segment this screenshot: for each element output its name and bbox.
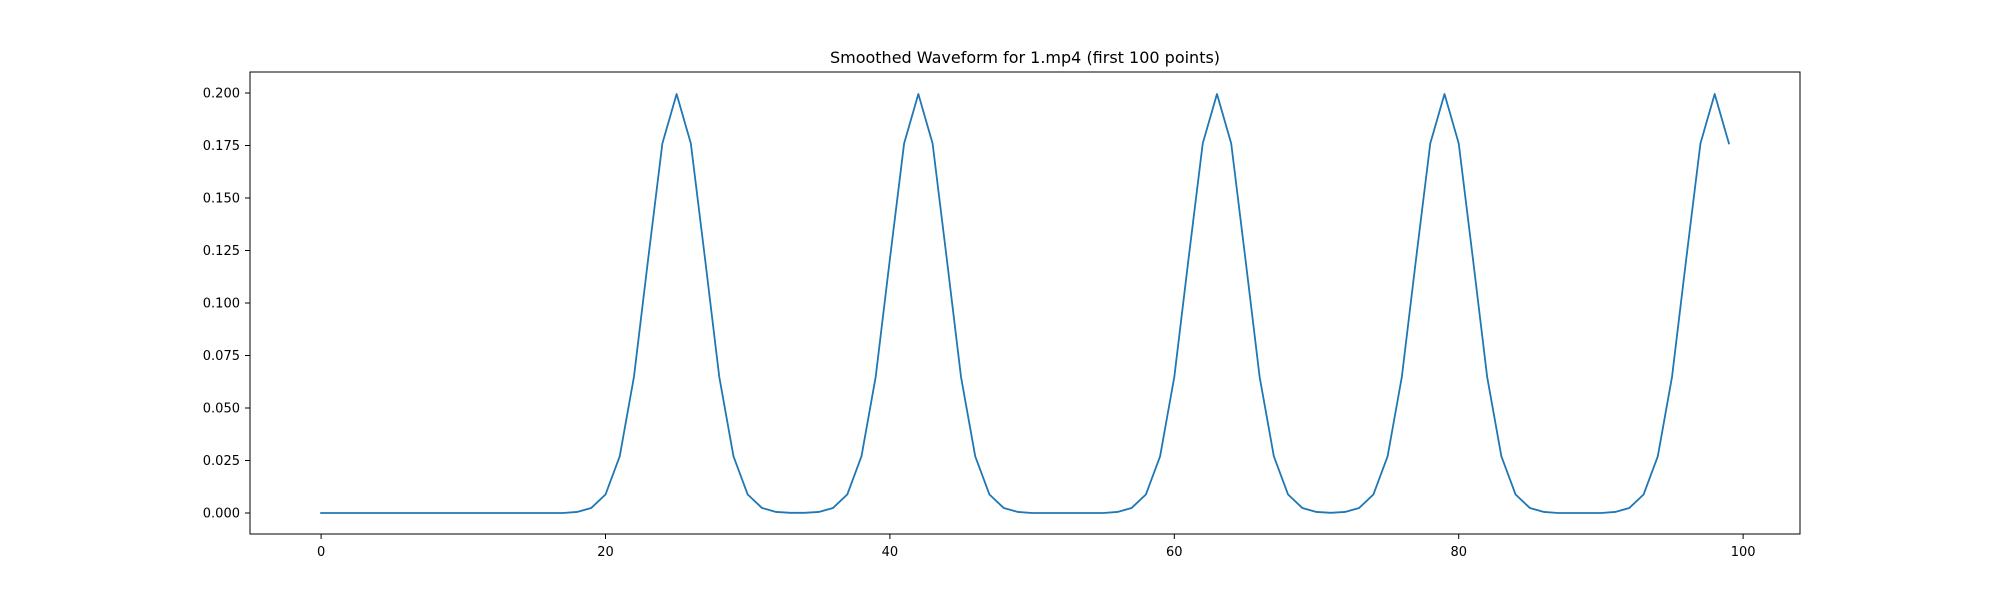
y-tick-label: 0.050 <box>203 402 240 417</box>
series-layer <box>320 93 1731 514</box>
series-line-0 <box>320 93 1731 514</box>
y-tick-label: 0.125 <box>203 244 240 259</box>
x-tick-label: 60 <box>1166 545 1183 560</box>
y-tick-label: 0.025 <box>203 454 240 469</box>
y-tick-label: 0.175 <box>203 139 240 154</box>
x-tick-label: 80 <box>1450 545 1467 560</box>
chart-title: Smoothed Waveform for 1.mp4 (first 100 p… <box>830 48 1220 67</box>
y-tick-label: 0.075 <box>203 349 240 364</box>
x-tick-label: 0 <box>317 545 325 560</box>
y-tick-label: 0.100 <box>203 297 240 312</box>
plot-frame <box>249 71 1801 535</box>
x-tick-label: 20 <box>597 545 614 560</box>
y-tick-label: 0.150 <box>203 192 240 207</box>
y-tick-label: 0.000 <box>203 507 240 522</box>
x-tick-label: 100 <box>1731 545 1756 560</box>
axis-layer: 0 20 40 60 80 100 0.000 0.025 0.050 0.075 0.100 0.1… <box>203 87 1756 561</box>
y-tick-label: 0.200 <box>203 87 240 102</box>
x-tick-label: 40 <box>882 545 899 560</box>
